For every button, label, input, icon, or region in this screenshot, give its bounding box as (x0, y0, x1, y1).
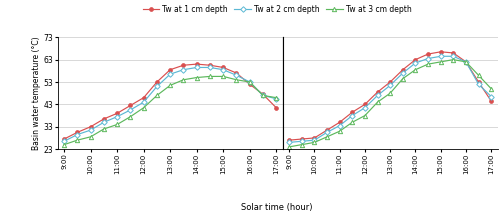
Legend: Tw at 1 cm depth, Tw at 2 cm depth, Tw at 3 cm depth: Tw at 1 cm depth, Tw at 2 cm depth, Tw a… (142, 5, 412, 14)
Y-axis label: Basin water temperature (°C): Basin water temperature (°C) (32, 36, 41, 150)
Text: Solar time (hour): Solar time (hour) (241, 203, 313, 212)
